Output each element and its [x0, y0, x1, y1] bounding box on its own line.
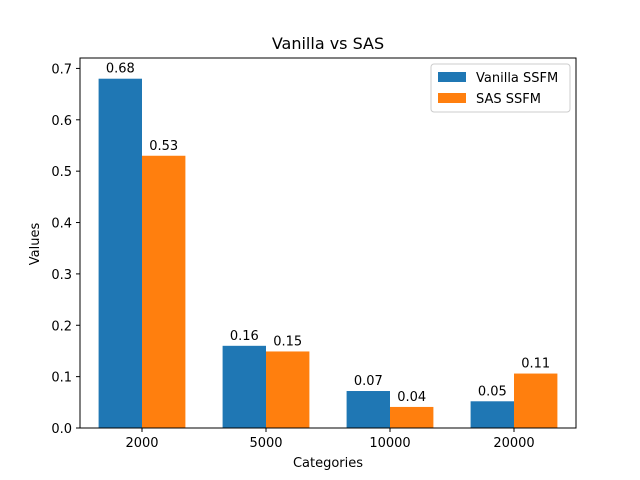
legend-swatch	[438, 93, 466, 103]
x-tick-label: 10000	[369, 436, 410, 451]
bar-vanilla-ssfm-2000	[98, 78, 142, 428]
y-tick-label: 0.4	[51, 217, 72, 232]
data-label: 0.11	[521, 357, 550, 372]
bar-sas-ssfm-2000	[142, 155, 186, 428]
bar-vanilla-ssfm-20000	[470, 401, 514, 428]
bar-sas-ssfm-20000	[514, 373, 558, 428]
y-axis-label: Values	[28, 223, 43, 266]
axes-frame	[79, 57, 577, 429]
y-tick-label: 0.5	[51, 165, 72, 180]
legend-entry-label: Vanilla SSFM	[476, 71, 558, 86]
x-tick-label: 2000	[125, 436, 158, 451]
legend-swatch	[438, 72, 466, 82]
y-tick-label: 0.1	[51, 371, 72, 386]
legend-entry-label: SAS SSFM	[476, 92, 541, 107]
bar-sas-ssfm-5000	[266, 351, 310, 428]
data-label: 0.53	[149, 139, 178, 154]
data-label: 0.05	[478, 384, 507, 399]
x-axis-label: Categories	[293, 456, 363, 471]
data-label: 0.15	[273, 334, 302, 349]
y-tick-label: 0.6	[51, 114, 72, 129]
y-tick-label: 0.0	[51, 422, 72, 437]
x-tick-label: 5000	[249, 436, 282, 451]
y-tick-label: 0.3	[51, 268, 72, 283]
plot-area: 0.68 0.16 0.07 0.05 0.53 0.15 0.04 0.11 2000 5000…	[51, 57, 577, 451]
y-tick-label: 0.7	[51, 62, 72, 77]
data-label: 0.07	[354, 374, 383, 389]
bar-sas-ssfm-10000	[390, 406, 434, 428]
data-label: 0.04	[397, 390, 426, 405]
bar-vanilla-ssfm-5000	[222, 345, 266, 428]
x-tick-label: 20000	[493, 436, 534, 451]
data-label: 0.68	[106, 62, 135, 77]
legend: Vanilla SSFM SAS SSFM	[430, 63, 571, 113]
y-tick-label: 0.2	[51, 319, 72, 334]
bar-vanilla-ssfm-10000	[346, 391, 390, 428]
data-label: 0.16	[230, 329, 259, 344]
chart-title: Vanilla vs SAS	[272, 34, 384, 53]
